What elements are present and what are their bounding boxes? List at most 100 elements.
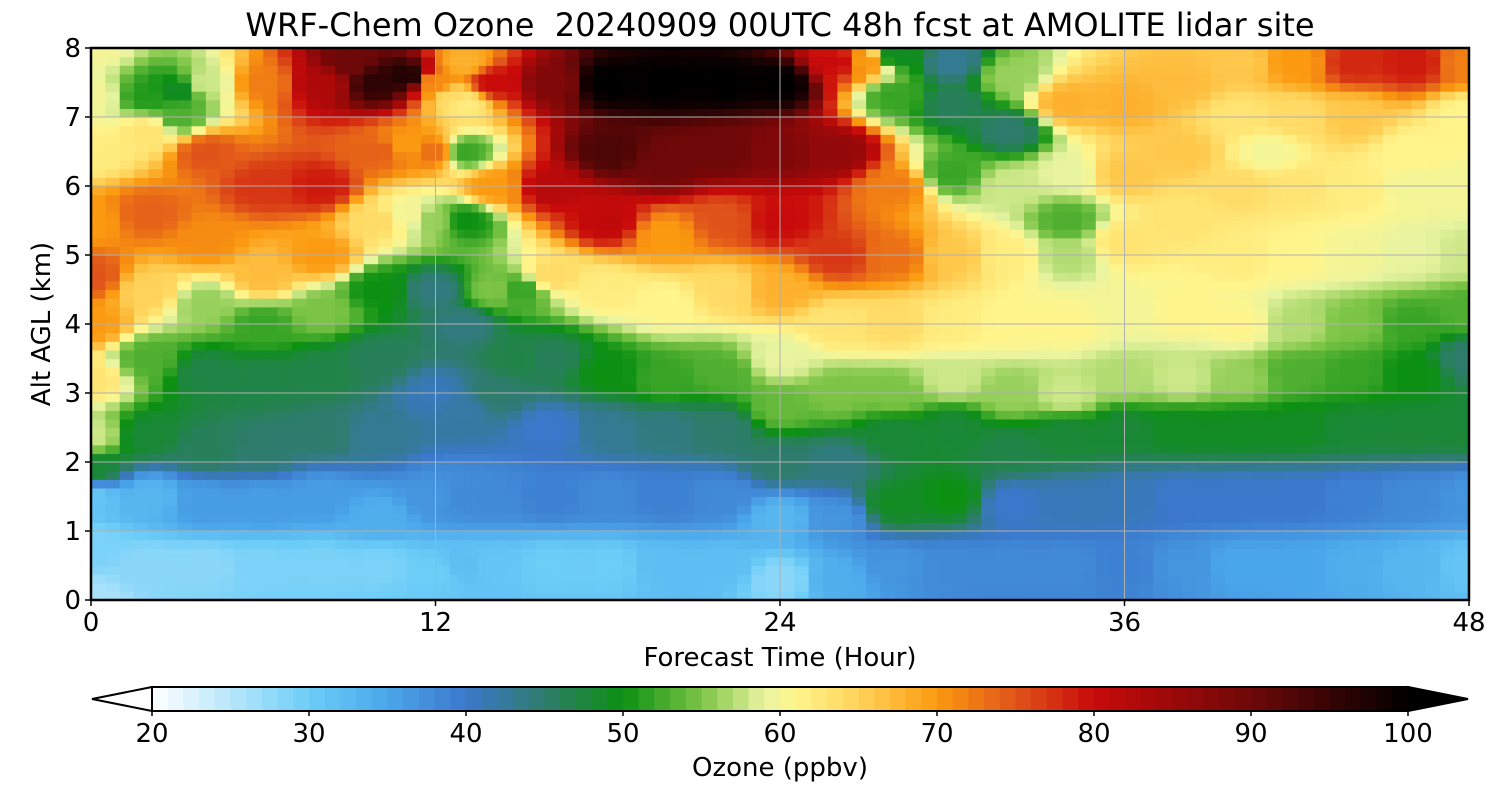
heatmap-cell bbox=[823, 168, 839, 178]
heatmap-cell bbox=[550, 289, 566, 299]
heatmap-cell bbox=[234, 324, 250, 334]
heatmap-cell bbox=[449, 513, 458, 523]
heatmap-cell bbox=[607, 341, 623, 351]
heatmap-cell bbox=[277, 470, 293, 480]
heatmap-cell bbox=[1081, 332, 1097, 342]
heatmap-cell bbox=[851, 410, 867, 420]
heatmap-cell bbox=[320, 332, 336, 342]
heatmap-cell bbox=[471, 280, 480, 291]
heatmap-cell bbox=[823, 315, 839, 325]
heatmap-cell bbox=[622, 539, 638, 549]
heatmap-cell bbox=[335, 298, 350, 308]
heatmap-cell bbox=[471, 108, 480, 118]
heatmap-cell bbox=[736, 453, 752, 463]
heatmap-cell bbox=[765, 263, 781, 273]
heatmap-cell bbox=[471, 487, 480, 498]
heatmap-cell bbox=[535, 479, 551, 489]
heatmap-cell bbox=[995, 556, 1011, 567]
heatmap-cell bbox=[736, 393, 752, 403]
heatmap-cell bbox=[780, 65, 795, 75]
heatmap-cell bbox=[1124, 574, 1140, 584]
heatmap-cell bbox=[1081, 522, 1097, 532]
heatmap-cell bbox=[277, 220, 293, 230]
heatmap-cell bbox=[607, 298, 623, 308]
heatmap-cell bbox=[449, 306, 458, 316]
heatmap-cell bbox=[650, 315, 666, 325]
heatmap-cell bbox=[435, 125, 444, 135]
heatmap-cell bbox=[277, 548, 293, 558]
heatmap-cell bbox=[593, 410, 609, 420]
heatmap-cell bbox=[485, 436, 494, 446]
heatmap-cell bbox=[478, 255, 487, 265]
heatmap-cell bbox=[751, 272, 767, 282]
heatmap-cell bbox=[277, 99, 293, 109]
heatmap-cell bbox=[205, 99, 221, 109]
heatmap-cell bbox=[220, 582, 236, 592]
heatmap-cell bbox=[579, 479, 594, 489]
heatmap-cell bbox=[492, 203, 508, 213]
heatmap-cell bbox=[392, 401, 408, 411]
heatmap-cell bbox=[880, 401, 896, 411]
heatmap-cell bbox=[765, 418, 781, 429]
heatmap-cell bbox=[751, 444, 767, 454]
heatmap-cell bbox=[937, 470, 953, 480]
heatmap-cell bbox=[1038, 513, 1054, 523]
heatmap-cell bbox=[866, 324, 882, 334]
heatmap-cell bbox=[923, 48, 939, 58]
heatmap-cell bbox=[708, 220, 724, 230]
heatmap-cell bbox=[765, 272, 781, 282]
heatmap-cell bbox=[1038, 496, 1054, 506]
heatmap-cell bbox=[1167, 384, 1183, 394]
heatmap-cell bbox=[205, 332, 221, 342]
heatmap-cell bbox=[622, 513, 638, 523]
heatmap-cell bbox=[636, 117, 652, 127]
heatmap-cell bbox=[277, 280, 293, 291]
heatmap-cell bbox=[1110, 142, 1126, 153]
heatmap-cell bbox=[1052, 91, 1068, 101]
heatmap-cell bbox=[564, 203, 580, 213]
heatmap-cell bbox=[622, 427, 638, 437]
heatmap-cell bbox=[442, 108, 451, 118]
heatmap-cell bbox=[679, 73, 695, 84]
heatmap-cell bbox=[579, 496, 594, 506]
heatmap-cell bbox=[471, 349, 480, 360]
heatmap-cell bbox=[485, 591, 494, 600]
heatmap-cell bbox=[966, 505, 982, 515]
heatmap-cell bbox=[378, 531, 394, 541]
heatmap-cell bbox=[751, 203, 767, 213]
heatmap-cell bbox=[866, 280, 882, 291]
heatmap-cell bbox=[191, 401, 207, 411]
heatmap-cell bbox=[435, 108, 444, 118]
heatmap-cell bbox=[148, 531, 164, 541]
heatmap-cell bbox=[248, 436, 264, 446]
heatmap-cell bbox=[808, 177, 824, 187]
heatmap-cell bbox=[579, 556, 594, 567]
heatmap-cell bbox=[119, 168, 135, 178]
heatmap-cell bbox=[442, 91, 451, 101]
heatmap-cell bbox=[765, 306, 781, 316]
heatmap-cell bbox=[457, 160, 465, 170]
heatmap-cell bbox=[1095, 427, 1111, 437]
heatmap-cell bbox=[521, 82, 537, 92]
heatmap-cell bbox=[392, 203, 408, 213]
heatmap-cell bbox=[866, 117, 882, 127]
heatmap-cell bbox=[607, 565, 623, 575]
heatmap-cell bbox=[550, 125, 566, 135]
heatmap-cell bbox=[780, 513, 795, 523]
heatmap-cell bbox=[851, 65, 867, 75]
heatmap-cell bbox=[291, 237, 307, 247]
heatmap-cell bbox=[507, 56, 523, 66]
heatmap-cell bbox=[162, 108, 178, 118]
heatmap-cell bbox=[1038, 522, 1054, 532]
heatmap-cell bbox=[119, 151, 135, 161]
heatmap-cell bbox=[923, 272, 939, 282]
heatmap-cell bbox=[277, 436, 293, 446]
heatmap-cell bbox=[277, 246, 293, 256]
heatmap-cell bbox=[291, 462, 307, 472]
heatmap-cell bbox=[105, 548, 121, 558]
heatmap-cell bbox=[291, 332, 307, 342]
heatmap-cell bbox=[1124, 539, 1140, 549]
heatmap-cell bbox=[449, 108, 458, 118]
heatmap-cell bbox=[593, 306, 609, 316]
heatmap-cell bbox=[866, 591, 882, 600]
